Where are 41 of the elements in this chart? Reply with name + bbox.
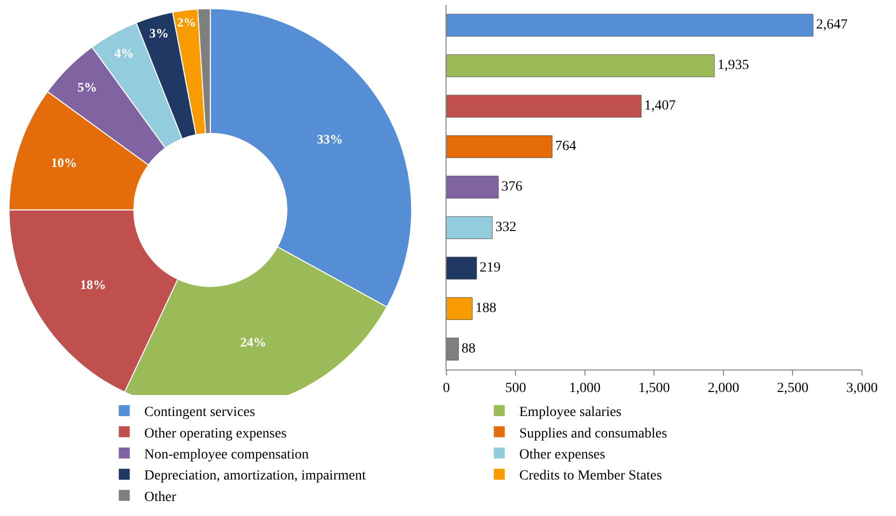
data-label: 88 xyxy=(462,342,476,357)
data-label: 24% xyxy=(240,334,266,350)
data-label: 376 xyxy=(501,180,522,195)
bar xyxy=(446,135,552,158)
bar xyxy=(446,297,473,320)
data-label: 332 xyxy=(495,220,516,236)
data-label: 33% xyxy=(316,132,343,147)
legend-label: Contingent services xyxy=(144,405,256,420)
data-label: 10% xyxy=(51,154,78,170)
legend-label: Other xyxy=(144,490,176,505)
legend-label: Employee salaries xyxy=(519,405,622,420)
legend-label: Supplies and consumables xyxy=(519,426,668,442)
bar xyxy=(446,14,814,37)
legend-label: Other operating expenses xyxy=(144,426,287,442)
x-tick-label: 0 xyxy=(442,381,450,396)
x-tick-label: 1,000 xyxy=(569,381,601,396)
data-label: 4% xyxy=(114,46,134,61)
x-tick-label: 1,500 xyxy=(638,381,670,396)
x-tick-label: 2,500 xyxy=(776,381,808,396)
data-label: 1,935 xyxy=(717,58,749,74)
legend-label: Credits to Member States xyxy=(519,468,662,484)
data-label: 1,407 xyxy=(644,98,676,114)
x-tick-label: 3,000 xyxy=(846,381,878,396)
data-label: 188 xyxy=(475,301,496,316)
data-label: 18% xyxy=(80,276,106,292)
bar xyxy=(446,54,715,78)
bar xyxy=(446,94,642,118)
bar xyxy=(446,256,477,280)
legend-label: Non-employee compensation xyxy=(144,447,309,462)
legend-label: Depreciation, amortization, impairment xyxy=(144,468,366,484)
data-label: 764 xyxy=(555,139,576,154)
data-label: 2,647 xyxy=(816,18,848,33)
legend-label: Other expenses xyxy=(519,447,606,462)
bar xyxy=(446,216,493,240)
x-tick-label: 500 xyxy=(505,381,526,396)
data-label: 5% xyxy=(77,79,97,94)
bar xyxy=(446,176,499,199)
data-label: 3% xyxy=(149,26,169,41)
data-label: 219 xyxy=(480,260,501,276)
data-label: 2% xyxy=(177,15,196,30)
x-tick-label: 2,000 xyxy=(708,381,740,396)
